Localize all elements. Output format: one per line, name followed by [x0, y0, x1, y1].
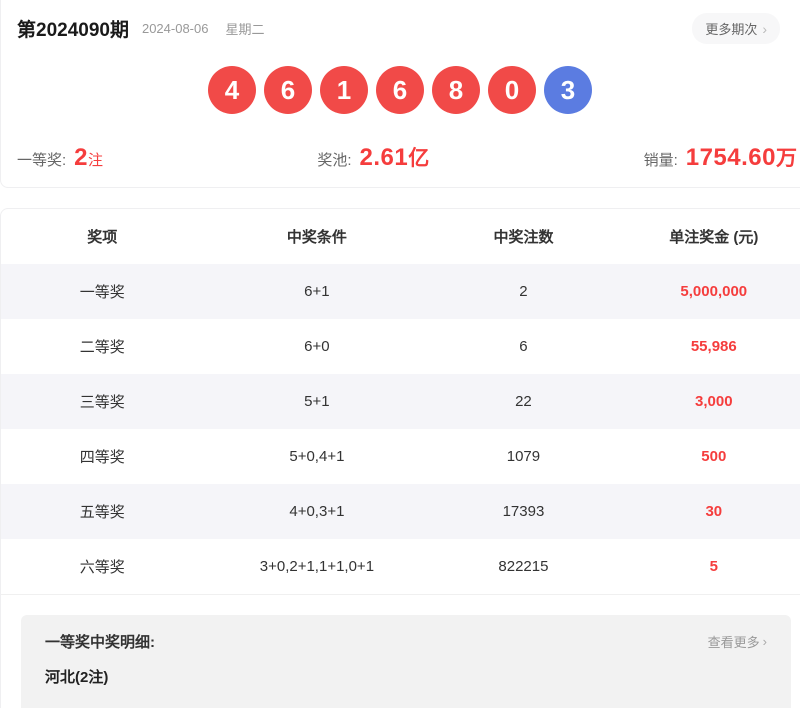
table-row: 一等奖 6+1 2 5,000,000 [1, 264, 800, 319]
issue-title: 第2024090期 [17, 20, 129, 41]
win-condition: 4+0,3+1 [289, 503, 345, 520]
prize-level: 一等奖 [79, 284, 125, 301]
col-header-count: 中奖注数 [493, 229, 554, 246]
draw-header: 第2024090期 2024-08-06 星期二 更多期次 › [1, 1, 800, 44]
stat-label: 销量: [643, 152, 678, 169]
more-periods-label: 更多期次 [705, 22, 758, 37]
stat-unit: 注 [88, 152, 104, 169]
win-condition: 3+0,2+1,1+1,0+1 [259, 558, 375, 575]
table-row: 二等奖 6+0 6 55,986 [1, 319, 800, 374]
prize-amount: 30 [705, 503, 723, 520]
draw-date: 2024-08-06 [141, 21, 209, 36]
stat-value: 1754.60 [685, 144, 776, 171]
col-header-condition: 中奖条件 [286, 229, 347, 246]
chevron-right-icon: › [762, 20, 767, 37]
table-row: 四等奖 5+0,4+1 1079 500 [1, 429, 800, 484]
prize-amount: 5 [709, 558, 718, 575]
view-more-link[interactable]: 查看更多 › [708, 632, 767, 651]
table-row: 六等奖 3+0,2+1,1+1,0+1 822215 5 [1, 539, 800, 594]
lottery-ball: 6 [376, 66, 424, 114]
detail-content: 河北(2注) [45, 669, 109, 686]
stat-value: 2 [74, 144, 89, 171]
detail-title: 一等奖中奖明细: [45, 634, 155, 651]
draw-stats: 一等奖: 2 注 奖池: 2.61 亿 销量: 1754.60 万 [1, 142, 800, 172]
stat-pool: 奖池: 2.61 亿 [103, 142, 644, 172]
draw-result-card: 第2024090期 2024-08-06 星期二 更多期次 › 4 6 1 6 … [0, 0, 800, 188]
lottery-ball: 0 [488, 66, 536, 114]
prize-level: 六等奖 [79, 559, 125, 576]
stat-label: 奖池: [317, 152, 352, 169]
prize-amount: 55,986 [690, 338, 737, 355]
table-row: 五等奖 4+0,3+1 17393 30 [1, 484, 800, 539]
prize-level: 四等奖 [79, 449, 125, 466]
win-condition: 6+0 [304, 338, 330, 355]
stat-label: 一等奖: [17, 152, 67, 169]
win-count: 22 [515, 393, 532, 410]
win-count: 1079 [506, 448, 541, 465]
stat-unit: 万 [776, 147, 797, 170]
stat-first-prize: 一等奖: 2 注 [17, 144, 103, 172]
first-prize-detail-box: 一等奖中奖明细: 查看更多 › 河北(2注) [21, 615, 791, 708]
chevron-right-icon: › [762, 634, 767, 649]
divider [1, 594, 800, 595]
lottery-ball: 8 [432, 66, 480, 114]
prize-level: 五等奖 [79, 504, 125, 521]
prize-amount: 5,000,000 [680, 283, 748, 300]
lottery-ball: 4 [208, 66, 256, 114]
prize-level: 二等奖 [79, 339, 125, 356]
lottery-ball: 6 [264, 66, 312, 114]
prize-amount: 3,000 [695, 393, 733, 410]
lottery-ball-special: 3 [544, 66, 592, 114]
stat-unit: 亿 [408, 147, 430, 170]
col-header-prize-level: 奖项 [87, 229, 118, 246]
stat-sales: 销量: 1754.60 万 [644, 142, 797, 172]
draw-weekday: 星期二 [225, 22, 265, 37]
prize-amount: 500 [701, 448, 727, 465]
prize-table-card: 奖项 中奖条件 中奖注数 单注奖金 (元) 一等奖 6+1 2 5,000,00… [0, 208, 800, 708]
win-condition: 5+1 [304, 393, 330, 410]
more-periods-button[interactable]: 更多期次 › [692, 13, 780, 44]
view-more-label: 查看更多 [707, 635, 760, 650]
prize-table: 奖项 中奖条件 中奖注数 单注奖金 (元) 一等奖 6+1 2 5,000,00… [1, 209, 800, 594]
table-header-row: 奖项 中奖条件 中奖注数 单注奖金 (元) [1, 209, 800, 264]
col-header-amount: 单注奖金 (元) [669, 229, 759, 246]
winning-numbers: 4 6 1 6 8 0 3 [1, 66, 799, 114]
win-count: 6 [519, 338, 528, 355]
table-row: 三等奖 5+1 22 3,000 [1, 374, 800, 429]
lottery-ball: 1 [320, 66, 368, 114]
win-count: 822215 [498, 558, 549, 575]
prize-level: 三等奖 [79, 394, 125, 411]
win-count: 17393 [502, 503, 545, 520]
stat-value: 2.61 [359, 144, 409, 171]
win-count: 2 [519, 283, 528, 300]
win-condition: 6+1 [304, 283, 330, 300]
win-condition: 5+0,4+1 [289, 448, 345, 465]
